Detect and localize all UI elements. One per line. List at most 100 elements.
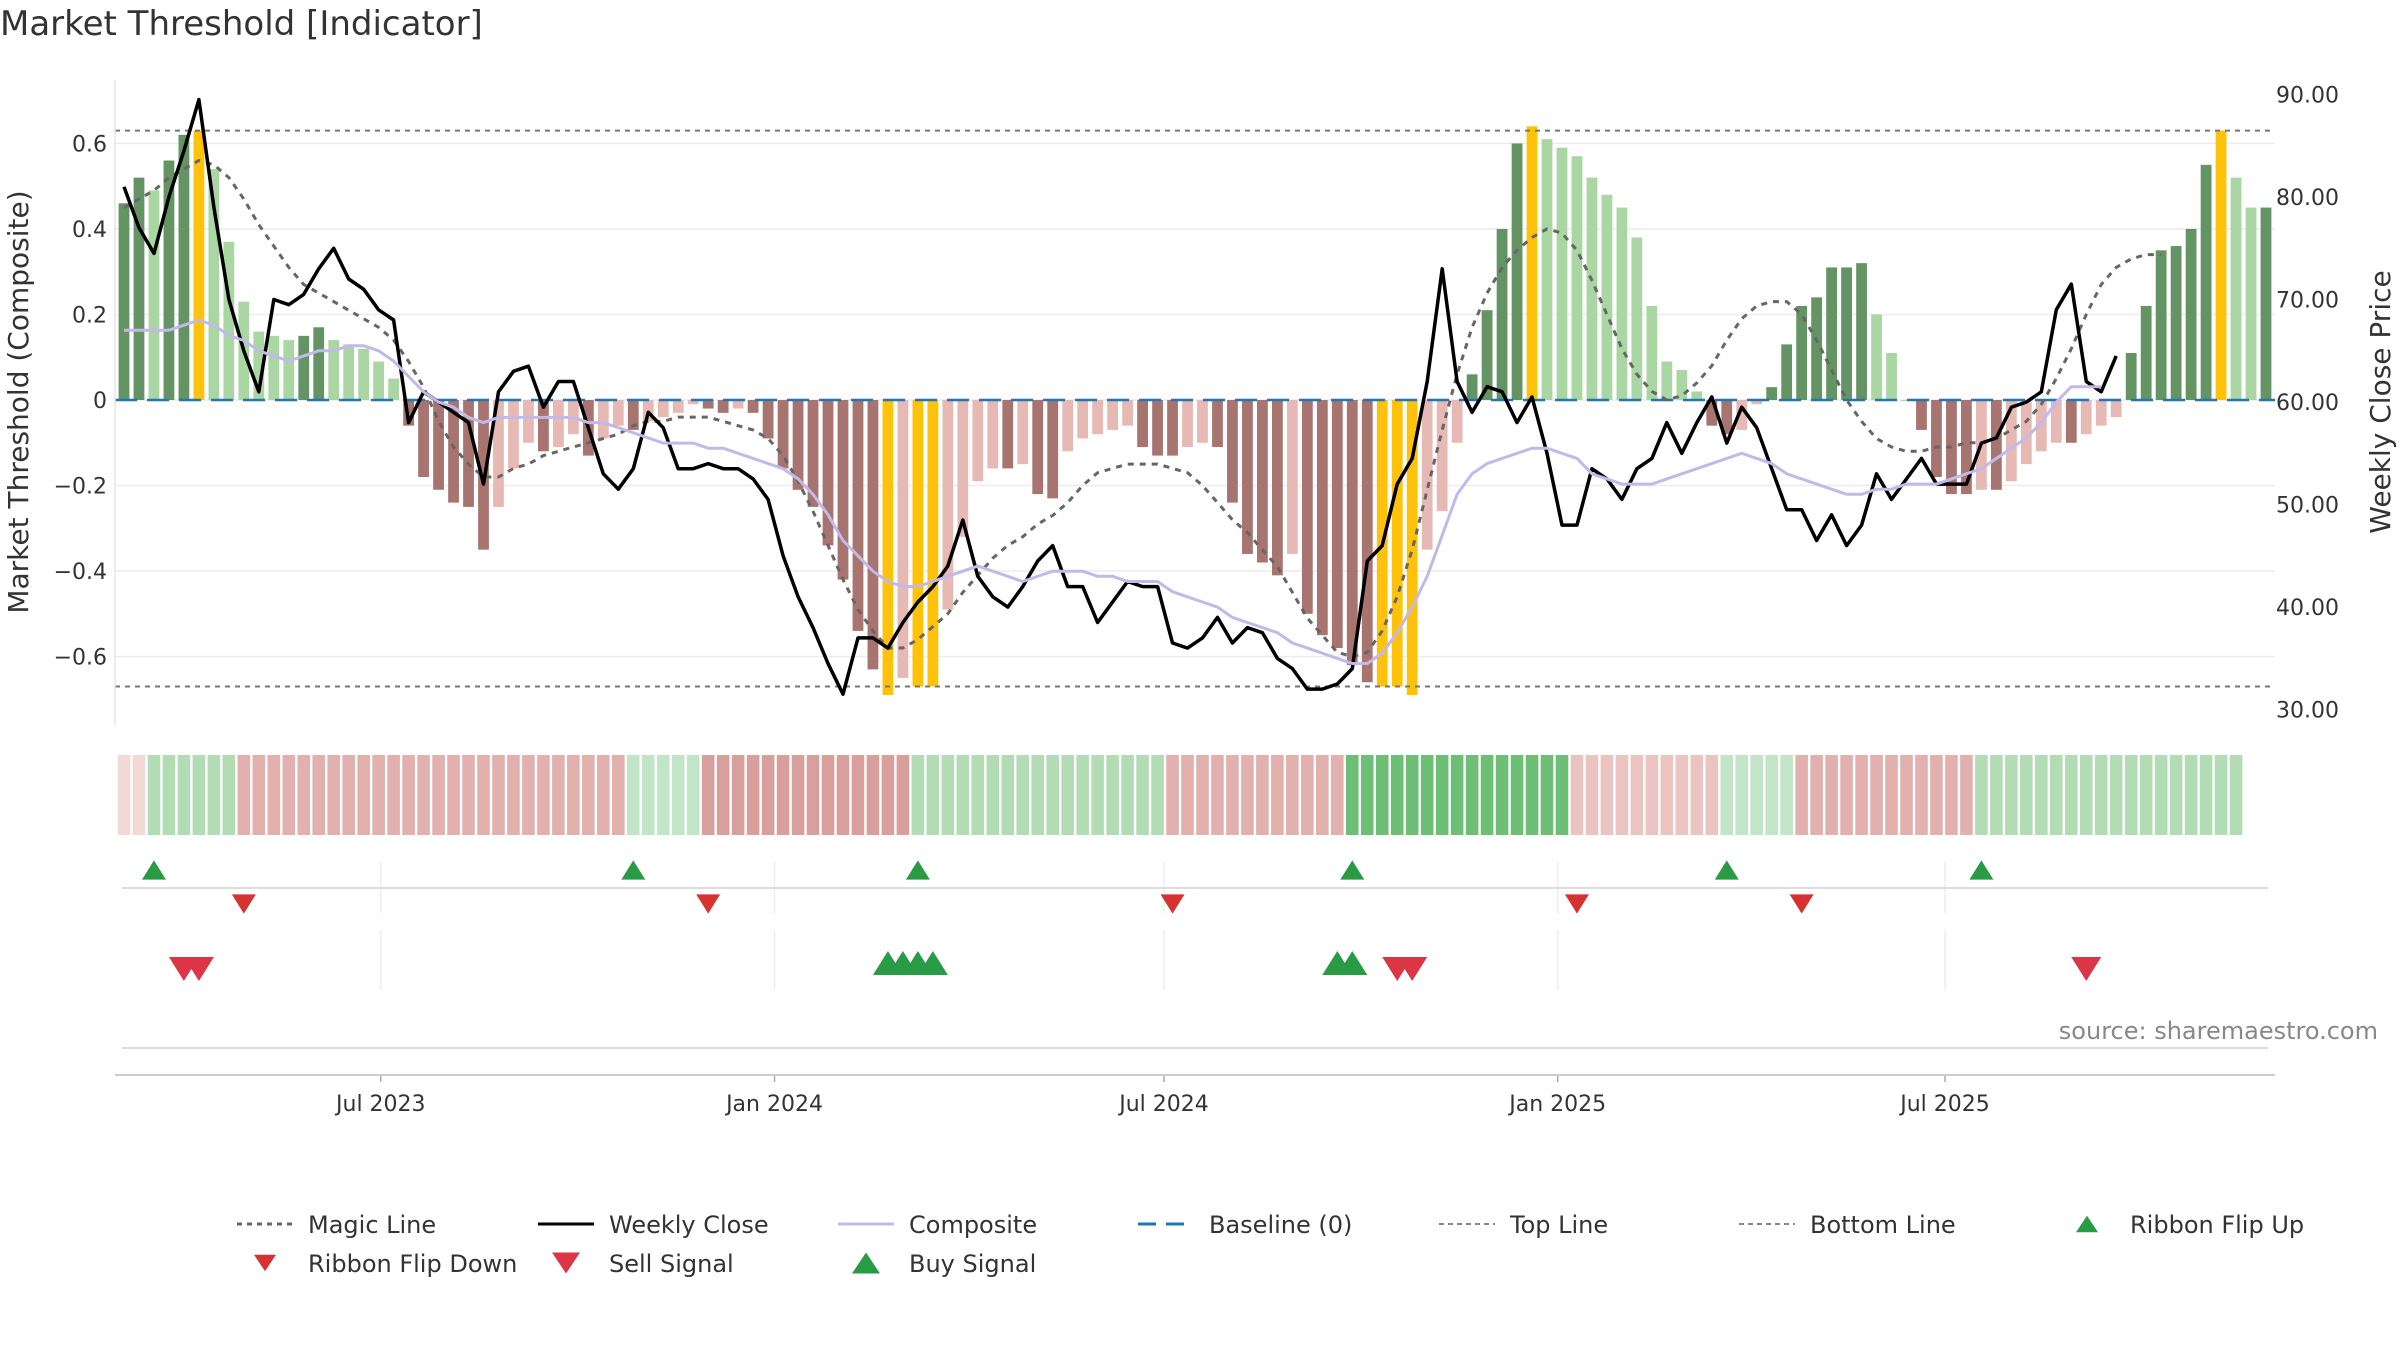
ribbon-cell: [1540, 755, 1554, 835]
ribbon-cell: [1286, 755, 1299, 835]
ribbon-cell: [926, 755, 940, 835]
ribbon-cell: [806, 755, 820, 835]
composite-bar: [687, 400, 699, 405]
ribbon-cell: [1136, 755, 1149, 835]
composite-bar: [2020, 400, 2032, 465]
composite-bar: [1137, 400, 1148, 448]
ribbon-cell: [1555, 755, 1569, 835]
y-right-tick-label: 80.00: [2276, 186, 2339, 211]
composite-bar: [178, 134, 190, 401]
signal-markers: [141, 860, 2102, 981]
y-left-tick-label: −0.6: [54, 646, 107, 671]
legend-icon-buy-signal: [852, 1252, 880, 1274]
ribbon-cell: [1870, 755, 1883, 835]
composite-bar: [1901, 400, 1912, 401]
composite-bar: [373, 361, 385, 400]
composite-bar: [2245, 207, 2257, 400]
ribbon-flip-down-marker: [231, 894, 256, 914]
composite-bar: [2200, 164, 2212, 400]
ribbon-cell: [1645, 755, 1659, 835]
y-right-tick-label: 60.00: [2276, 391, 2339, 416]
ribbon-cell: [1960, 755, 1973, 835]
legend-icon-sell-signal: [552, 1252, 580, 1274]
sell-signal-marker: [183, 957, 214, 981]
ribbon-cell: [1855, 755, 1868, 835]
ribbon-cell: [537, 755, 550, 835]
composite-bar: [1736, 400, 1748, 430]
ribbon-cell: [821, 755, 835, 835]
composite-bar: [1691, 391, 1703, 400]
composite-bar: [1271, 400, 1283, 576]
ribbon-cell: [911, 755, 925, 835]
ribbon-cell: [2124, 755, 2138, 835]
composite-bar: [987, 400, 999, 469]
legend-label-weekly-close: Weekly Close: [609, 1211, 769, 1239]
ribbon-cell: [1915, 755, 1928, 835]
ribbon-cell: [1495, 755, 1509, 835]
composite-bar: [163, 160, 175, 400]
y-right-tick-label: 90.00: [2276, 83, 2339, 108]
ribbon-flip-up-marker: [1714, 860, 1739, 880]
ribbon-cell: [2229, 755, 2243, 835]
composite-bar: [807, 400, 819, 507]
composite-bar: [1242, 400, 1253, 554]
composite-bar: [1436, 400, 1448, 512]
ribbon-cell: [1810, 755, 1823, 835]
composite-bar: [2215, 130, 2227, 400]
composite-bar: [133, 177, 145, 400]
composite-bar: [433, 400, 444, 490]
ribbon-cell: [1450, 755, 1464, 835]
legend-icon-ribbon-flip-down: [254, 1254, 276, 1272]
axes: 0.6 0.4 0.2 0 −0.2 −0.4 −0.6 90.00 80.00 70.00 60.…: [54, 80, 2339, 1117]
ribbon-cell: [507, 755, 520, 835]
composite-bar: [1990, 400, 2002, 490]
composite-bar: [508, 400, 519, 469]
ribbon-cell: [2079, 755, 2093, 835]
ribbon-cell: [746, 755, 760, 835]
ribbon-cell: [552, 755, 565, 835]
ribbon-cell: [387, 755, 400, 835]
ribbon-cell: [2005, 755, 2018, 835]
ribbon-cell: [1885, 755, 1898, 835]
x-tick-label: Jul 2025: [1898, 1092, 1990, 1117]
composite-bar: [942, 400, 954, 610]
ribbon-cell: [896, 755, 910, 835]
composite-bar: [1122, 400, 1133, 426]
ribbon-flip-up-marker: [1969, 860, 1994, 880]
ribbon-cell: [177, 755, 191, 835]
composite-bar: [388, 378, 400, 400]
ribbon-cell: [192, 755, 206, 835]
ribbon-cell: [132, 755, 146, 835]
ribbon-cell: [1091, 755, 1104, 835]
chart-title: Market Threshold [Indicator]: [0, 4, 483, 44]
composite-bar: [1886, 352, 1897, 400]
buy-signal-marker: [1337, 951, 1368, 975]
ribbon-cell: [1795, 755, 1808, 835]
y-left-tick-label: 0.2: [72, 303, 107, 328]
ribbon-cell: [1420, 755, 1434, 835]
ribbon-flip-up-marker: [1340, 860, 1365, 880]
composite-bar: [118, 203, 130, 400]
ribbon-cell: [2214, 755, 2228, 835]
ribbon-cell: [567, 755, 580, 835]
composite-bar: [927, 400, 939, 687]
ribbon-cell: [1211, 755, 1224, 835]
composite-bar: [358, 348, 370, 400]
ribbon-cell: [2184, 755, 2198, 835]
ribbon-cell: [252, 755, 266, 835]
composite-bar: [717, 400, 729, 413]
ribbon-cell: [1840, 755, 1853, 835]
ribbon-cell: [776, 755, 790, 835]
ribbon-cell: [1675, 755, 1689, 835]
ribbon-cell: [282, 755, 296, 835]
composite-bar: [2110, 400, 2122, 418]
composite-bar: [1346, 400, 1358, 666]
composite-bar: [1092, 400, 1104, 435]
ribbon-cell: [1375, 755, 1389, 835]
ribbon-cell: [1016, 755, 1030, 835]
ribbon-cell: [626, 755, 640, 835]
composite-bar: [2065, 400, 2077, 443]
ribbon-flip-up-marker: [905, 860, 930, 880]
y-left-tick-label: −0.4: [54, 560, 107, 585]
composite-bar: [1586, 177, 1598, 400]
